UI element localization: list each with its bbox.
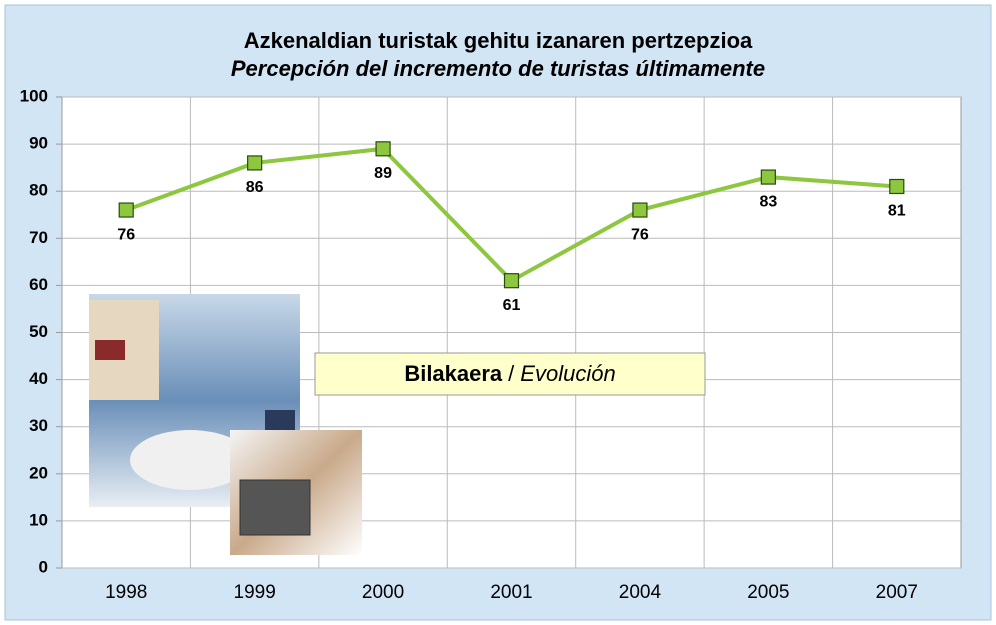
y-tick-label: 80 (29, 181, 48, 200)
camera (239, 479, 311, 536)
x-tick-label: 1998 (105, 582, 147, 603)
chart-title: Azkenaldian turistak gehitu izanaren per… (244, 28, 753, 53)
data-label: 81 (888, 203, 906, 220)
marker (503, 273, 520, 289)
x-tick-label: 2005 (747, 582, 789, 603)
x-tick-label: 2000 (362, 582, 404, 603)
annotation-box (314, 352, 706, 396)
photo-collage (89, 294, 362, 555)
marker (760, 169, 776, 185)
data-label: 86 (246, 179, 264, 196)
annotation-bold: Bilakaera (404, 361, 503, 386)
y-tick-label: 10 (29, 510, 48, 529)
x-tick-label: 2004 (619, 582, 662, 603)
y-tick-label: 50 (29, 322, 48, 341)
data-label: 89 (374, 165, 392, 182)
marker (118, 202, 134, 218)
marker (889, 178, 905, 195)
marker (247, 155, 263, 171)
x-tick-label: 2007 (876, 582, 918, 603)
data-label: 61 (503, 297, 521, 314)
x-tick-label: 1999 (234, 582, 276, 603)
annotation-separator: / (508, 361, 515, 386)
data-label: 83 (759, 193, 777, 210)
y-tick-label: 60 (29, 275, 48, 294)
y-tick-label: 20 (29, 463, 48, 482)
y-tick-label: 100 (20, 86, 48, 105)
marker (375, 141, 391, 157)
y-tick-label: 40 (29, 369, 48, 388)
y-tick-label: 70 (29, 228, 48, 247)
x-tick-label: 2001 (490, 582, 532, 603)
y-tick-label: 90 (29, 134, 48, 153)
data-label: 76 (631, 226, 649, 243)
y-tick-label: 0 (39, 557, 48, 576)
chart-subtitle: Percepción del incremento de turistas úl… (231, 56, 765, 81)
data-label: 76 (117, 226, 135, 243)
photo-plate (130, 430, 250, 490)
annotation: Bilakaera / Evolución (404, 361, 615, 386)
marker (632, 202, 648, 218)
annotation-italic: Evolución (520, 361, 615, 386)
photo-balcony (95, 340, 125, 360)
y-tick-label: 30 (29, 416, 48, 435)
